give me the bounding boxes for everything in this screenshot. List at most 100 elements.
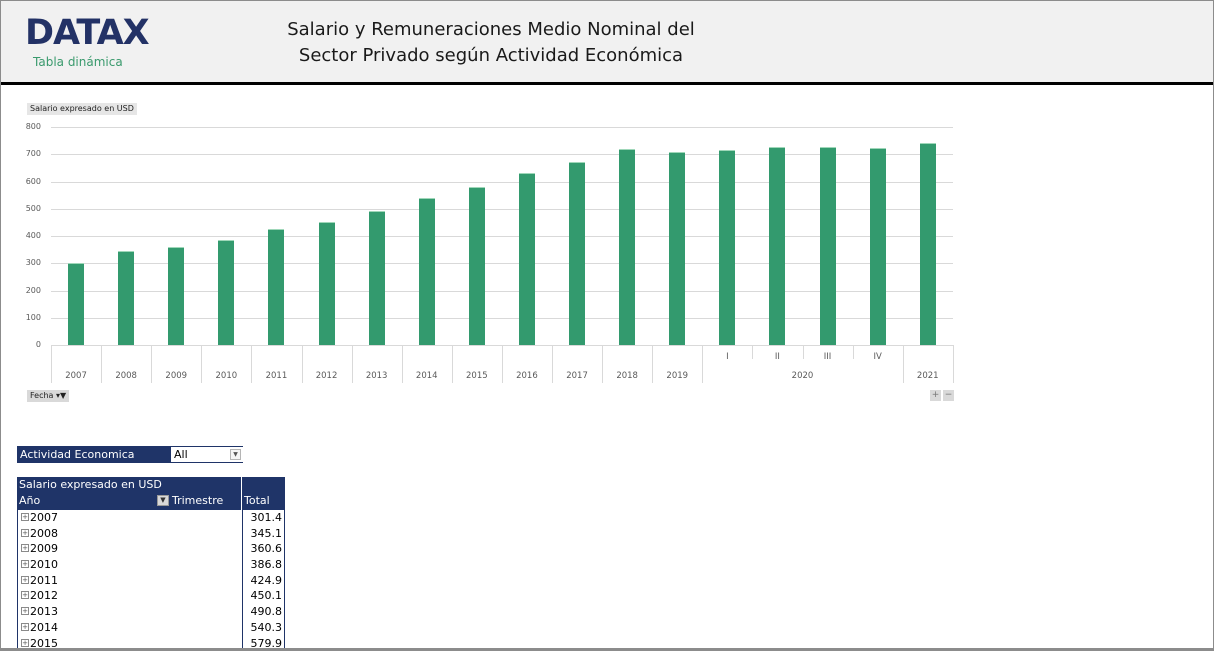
axis-divider	[451, 345, 453, 383]
x-year-label: 2009	[165, 371, 188, 381]
expand-icon[interactable]: +	[21, 544, 29, 553]
title-line-2: Sector Privado según Actividad Económica	[298, 45, 684, 66]
expand-icon[interactable]: +	[21, 513, 29, 521]
collapse-field-button[interactable]: −	[943, 390, 954, 401]
expand-icon[interactable]: +	[21, 607, 29, 616]
bar-2015[interactable]	[468, 186, 485, 345]
expand-icon[interactable]: +	[21, 591, 29, 600]
bar-2020-III[interactable]	[819, 146, 836, 345]
axis-divider	[752, 345, 754, 359]
expand-icon[interactable]: +	[21, 528, 29, 537]
gridline	[51, 127, 953, 128]
bottom-border	[0, 648, 1214, 651]
gridline	[51, 208, 953, 210]
fecha-field-button[interactable]: Fecha ▾▼	[27, 390, 70, 402]
year-cell: 2010	[30, 558, 58, 572]
bar-2019[interactable]	[669, 151, 686, 345]
y-tick-label: 800	[25, 122, 41, 131]
axis-divider	[552, 345, 553, 383]
bar-2007[interactable]	[68, 262, 84, 345]
axis-divider	[902, 345, 904, 383]
axis-divider	[501, 345, 503, 383]
x-year-label: 2017	[566, 371, 588, 381]
pivot-table: Salario expresado en USD Año ▼ Trimestre…	[17, 477, 285, 651]
expand-icon[interactable]: +	[21, 638, 29, 647]
gridline	[51, 236, 953, 237]
bar-2010[interactable]	[218, 239, 235, 345]
gridline	[51, 263, 953, 265]
table-row: +2008 345.1	[18, 526, 284, 542]
fecha-label: Fecha	[30, 391, 54, 400]
bar-2013[interactable]	[368, 211, 385, 345]
bar-2014[interactable]	[418, 197, 435, 345]
expand-icon[interactable]: +	[21, 575, 29, 584]
chevron-down-icon[interactable]: ▼	[230, 449, 241, 460]
year-cell: 2008	[30, 526, 58, 540]
pivot-chart[interactable]: Salario expresado en USD 0 100 200 300 400 50…	[1, 96, 971, 416]
x-year-label: 2012	[315, 371, 338, 381]
bar-2009[interactable]	[168, 246, 185, 345]
bar-2018[interactable]	[619, 148, 636, 345]
y-tick-label: 0	[35, 340, 41, 349]
axis-divider	[301, 345, 303, 383]
y-tick-label: 100	[25, 312, 41, 322]
bar-2017[interactable]	[569, 162, 585, 345]
bar-2021[interactable]	[919, 143, 936, 345]
table-row: +2011 424.9	[18, 573, 284, 589]
pivot-header: Salario expresado en USD Año ▼ Trimestre…	[17, 477, 285, 510]
bar-2012[interactable]	[318, 222, 335, 345]
axis-divider	[602, 345, 604, 383]
expand-icon[interactable]: +	[21, 622, 29, 631]
x-quarter-label: II	[774, 352, 780, 362]
x-year-label: 2021	[916, 371, 939, 381]
row-header: Año	[19, 494, 41, 507]
axis-divider	[652, 345, 654, 383]
year-cell: 2013	[30, 605, 58, 619]
column-header: Trimestre	[172, 494, 224, 507]
year-cell: 2015	[30, 636, 58, 650]
value-field-button[interactable]: Salario expresado en USD	[27, 103, 137, 115]
table-row: +2013 490.8	[18, 604, 284, 620]
table-row: +2007 301.4	[18, 510, 284, 526]
bar-2020-I[interactable]	[719, 149, 736, 345]
axis-divider	[251, 345, 253, 383]
bar-2008[interactable]	[118, 250, 135, 345]
axis-divider	[852, 345, 854, 359]
bar-2020-II[interactable]	[769, 147, 786, 345]
y-tick-label: 400	[25, 231, 41, 240]
total-cell: 490.8	[250, 605, 283, 619]
total-cell: 579.9	[250, 636, 283, 650]
bar-2011[interactable]	[268, 229, 285, 345]
filter-icon[interactable]: ▼	[157, 495, 169, 506]
table-row: +2015 579.9	[18, 636, 284, 651]
bar-2016[interactable]	[518, 173, 535, 345]
expand-field-button[interactable]: +	[930, 390, 941, 401]
x-quarter-label: III	[823, 352, 832, 362]
axis-divider	[952, 345, 954, 383]
axis-divider	[201, 345, 203, 383]
y-tick-label: 300	[25, 258, 41, 268]
table-row: +2012 450.1	[18, 588, 284, 604]
filter-label: Actividad Economica	[20, 448, 135, 461]
table-row: +2009 360.6	[18, 541, 284, 557]
total-cell: 424.9	[250, 573, 283, 587]
axis-divider	[51, 345, 52, 383]
year-cell: 2012	[30, 589, 58, 603]
expand-icon[interactable]: +	[21, 560, 29, 569]
total-cell: 540.3	[250, 620, 283, 634]
total-header: Total	[244, 494, 270, 507]
gridline	[51, 181, 953, 183]
total-cell: 360.6	[250, 542, 283, 556]
axis-divider	[101, 345, 103, 383]
pivot-body: +2007 301.4 +2008 345.1 +2009 360.6 +2010 386.8…	[17, 510, 285, 651]
x-year-label: 2018	[616, 371, 638, 381]
bar-2020-IV[interactable]	[869, 148, 886, 345]
datax-logo: DATAX	[25, 13, 150, 53]
actividad-filter: Actividad Economica All ▼	[17, 446, 243, 463]
y-tick-label: 600	[25, 176, 41, 186]
filter-dropdown[interactable]: All ▼	[171, 447, 243, 462]
total-cell: 301.4	[250, 511, 283, 524]
axis-divider	[351, 345, 353, 383]
gridline	[51, 317, 953, 319]
y-tick-label: 200	[25, 285, 41, 295]
